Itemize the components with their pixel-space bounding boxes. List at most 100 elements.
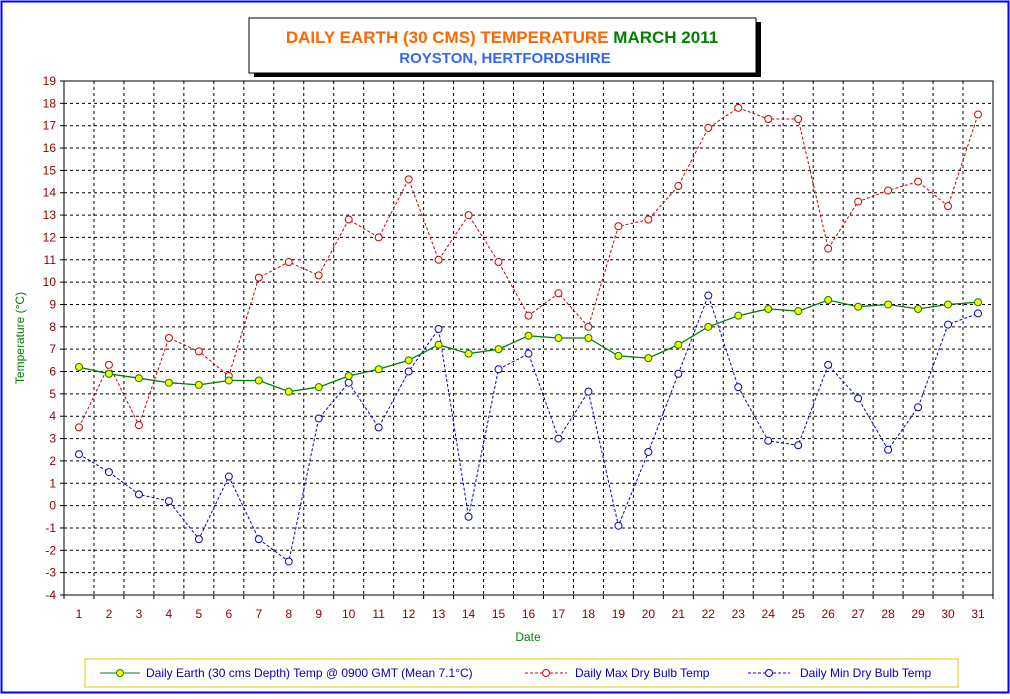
- y-tick-label: 4: [49, 409, 56, 423]
- data-point: [524, 311, 533, 320]
- y-tick-label: -1: [45, 521, 56, 535]
- data-point: [824, 360, 833, 369]
- data-point: [314, 383, 323, 392]
- y-tick-label: 1: [49, 476, 56, 490]
- data-point: [404, 175, 413, 184]
- data-point: [644, 215, 653, 224]
- y-tick-label: 15: [43, 163, 57, 177]
- title-part1: DAILY EARTH (30 CMS) TEMPERATURE: [286, 28, 609, 47]
- data-point: [584, 322, 593, 331]
- legend: Daily Earth (30 cms Depth) Temp @ 0900 G…: [100, 666, 931, 680]
- y-tick-label: -3: [45, 566, 56, 580]
- data-point: [824, 296, 833, 305]
- title-part2: MARCH 2011: [613, 28, 718, 47]
- data-point: [524, 349, 533, 358]
- data-point: [794, 307, 803, 316]
- data-point: [884, 300, 893, 309]
- data-point: [464, 512, 473, 521]
- y-tick-label: 2: [49, 454, 56, 468]
- data-point: [854, 197, 863, 206]
- x-tick-label: 13: [432, 607, 446, 621]
- data-point: [104, 468, 113, 477]
- data-point: [464, 211, 473, 220]
- data-point: [494, 258, 503, 267]
- data-point: [404, 367, 413, 376]
- data-point: [794, 114, 803, 123]
- data-point: [914, 304, 923, 313]
- data-point: [104, 360, 113, 369]
- x-tick-label: 3: [136, 607, 143, 621]
- legend-marker: [116, 669, 124, 677]
- grid-lines: [60, 80, 994, 599]
- y-tick-label: 5: [49, 387, 56, 401]
- legend-marker: [765, 669, 773, 677]
- data-point: [584, 387, 593, 396]
- data-point: [134, 490, 143, 499]
- data-point: [194, 347, 203, 356]
- y-tick-label: 9: [49, 297, 56, 311]
- x-tick-label: 10: [342, 607, 356, 621]
- y-tick-label: 7: [49, 342, 56, 356]
- data-point: [974, 110, 983, 119]
- data-point: [704, 123, 713, 132]
- data-point: [374, 423, 383, 432]
- x-tick-label: 1: [76, 607, 83, 621]
- data-point: [344, 378, 353, 387]
- x-tick-label: 24: [762, 607, 776, 621]
- y-tick-label: 14: [43, 186, 57, 200]
- x-tick-label: 30: [941, 607, 955, 621]
- data-point: [674, 369, 683, 378]
- data-point: [644, 447, 653, 456]
- y-axis-title: Temperature (°C): [13, 292, 27, 384]
- x-tick-label: 2: [106, 607, 113, 621]
- x-tick-label: 29: [911, 607, 925, 621]
- data-point: [554, 334, 563, 342]
- data-point: [284, 258, 293, 267]
- data-point: [674, 340, 683, 349]
- data-point: [794, 441, 803, 450]
- x-tick-label: 27: [851, 607, 865, 621]
- x-tick-label: 12: [402, 607, 416, 621]
- data-point: [374, 365, 383, 374]
- y-tick-label: 12: [43, 230, 57, 244]
- data-point: [254, 273, 263, 282]
- title-box: [248, 17, 757, 74]
- data-point: [284, 557, 293, 566]
- y-tick-label: 11: [44, 253, 57, 267]
- data-point: [764, 304, 773, 313]
- y-tick-label: 3: [49, 432, 56, 446]
- data-point: [704, 291, 713, 300]
- data-point: [854, 302, 863, 311]
- legend-marker: [542, 669, 550, 677]
- data-point: [704, 322, 713, 331]
- legend-label: Daily Max Dry Bulb Temp: [575, 666, 710, 680]
- data-point: [74, 363, 83, 372]
- data-point: [734, 103, 743, 112]
- data-point: [734, 383, 743, 392]
- y-tick-label: 10: [43, 275, 57, 289]
- legend-label: Daily Earth (30 cms Depth) Temp @ 0900 G…: [146, 666, 473, 680]
- data-point: [434, 255, 443, 264]
- x-tick-label: 16: [522, 607, 536, 621]
- data-point: [164, 334, 173, 342]
- data-point: [254, 376, 263, 385]
- x-tick-label: 21: [672, 607, 686, 621]
- data-point: [494, 345, 503, 354]
- legend-item-2: Daily Min Dry Bulb Temp: [748, 666, 931, 680]
- x-tick-label: 11: [372, 607, 385, 621]
- data-point: [554, 434, 563, 443]
- series-0: [74, 296, 983, 396]
- data-point: [614, 351, 623, 360]
- x-tick-label: 4: [166, 607, 173, 621]
- data-point: [164, 378, 173, 387]
- x-tick-label: 8: [285, 607, 292, 621]
- series-2: [74, 291, 983, 566]
- data-point: [734, 311, 743, 320]
- series-1: [74, 103, 983, 432]
- y-tick-label: -2: [45, 543, 56, 557]
- x-tick-label: 15: [492, 607, 506, 621]
- data-point: [764, 114, 773, 123]
- data-point: [944, 320, 953, 329]
